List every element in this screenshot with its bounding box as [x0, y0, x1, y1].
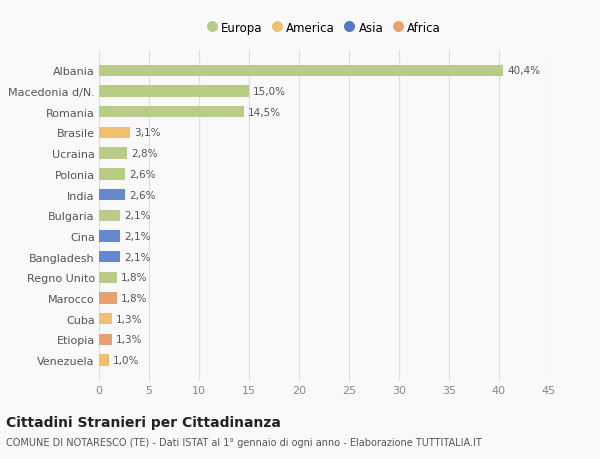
Text: 2,1%: 2,1%: [124, 211, 151, 221]
Bar: [99, 272, 117, 283]
Text: 3,1%: 3,1%: [134, 128, 161, 138]
Bar: [99, 66, 503, 77]
Bar: [99, 252, 120, 263]
Text: 1,8%: 1,8%: [121, 273, 148, 283]
Bar: [99, 210, 120, 221]
Bar: [99, 293, 117, 304]
Text: 2,8%: 2,8%: [131, 149, 157, 159]
Text: 14,5%: 14,5%: [248, 107, 281, 118]
Text: Cittadini Stranieri per Cittadinanza: Cittadini Stranieri per Cittadinanza: [6, 415, 281, 429]
Text: 1,8%: 1,8%: [121, 293, 148, 303]
Text: 40,4%: 40,4%: [507, 66, 540, 76]
Text: 1,3%: 1,3%: [116, 335, 143, 345]
Bar: [99, 148, 127, 159]
Bar: [99, 355, 109, 366]
Legend: Europa, America, Asia, Africa: Europa, America, Asia, Africa: [203, 18, 445, 38]
Bar: [99, 313, 112, 325]
Text: 15,0%: 15,0%: [253, 87, 286, 97]
Bar: [99, 86, 249, 97]
Text: 1,3%: 1,3%: [116, 314, 143, 324]
Bar: [99, 169, 125, 180]
Text: COMUNE DI NOTARESCO (TE) - Dati ISTAT al 1° gennaio di ogni anno - Elaborazione : COMUNE DI NOTARESCO (TE) - Dati ISTAT al…: [6, 437, 482, 447]
Text: 2,6%: 2,6%: [129, 190, 155, 200]
Bar: [99, 334, 112, 345]
Bar: [99, 107, 244, 118]
Bar: [99, 231, 120, 242]
Text: 1,0%: 1,0%: [113, 355, 139, 365]
Text: 2,1%: 2,1%: [124, 252, 151, 262]
Bar: [99, 128, 130, 139]
Text: 2,1%: 2,1%: [124, 231, 151, 241]
Text: 2,6%: 2,6%: [129, 169, 155, 179]
Bar: [99, 190, 125, 201]
